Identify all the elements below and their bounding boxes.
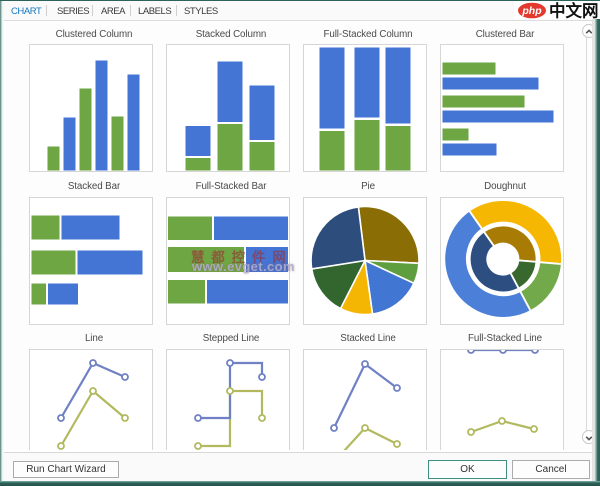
- svg-text:中文网: 中文网: [549, 1, 599, 19]
- svg-text:php: php: [521, 5, 542, 17]
